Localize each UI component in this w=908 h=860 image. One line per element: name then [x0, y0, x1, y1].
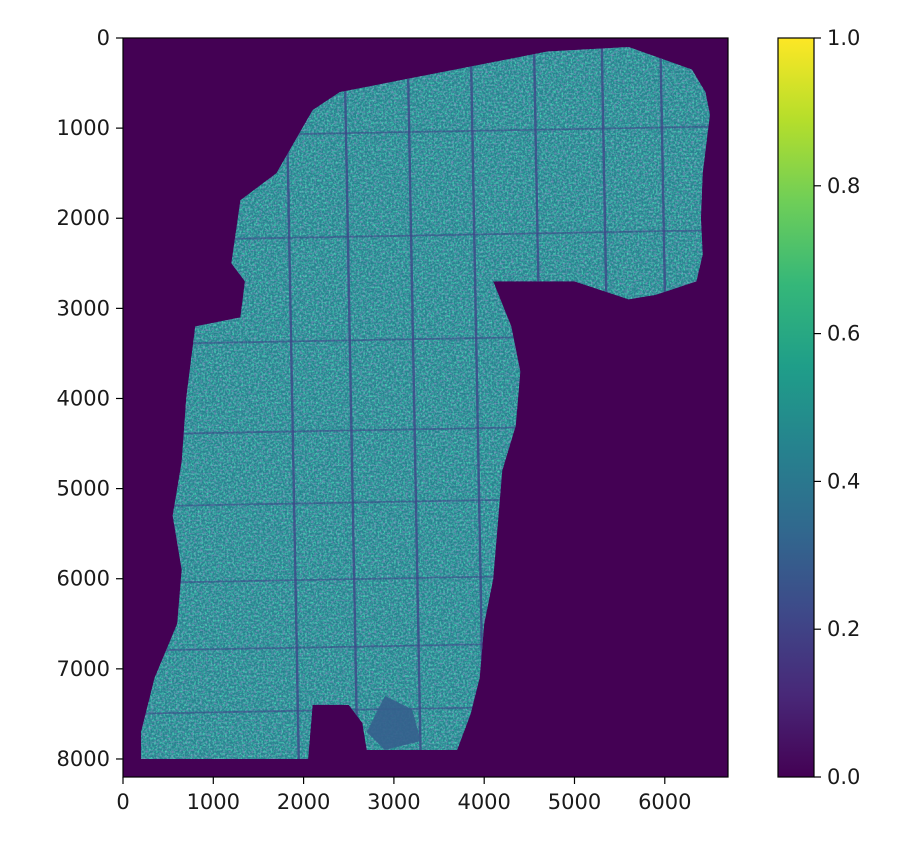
colorbar-tick-label: 0.6: [827, 322, 860, 346]
y-tick-label: 5000: [57, 477, 110, 501]
y-tick-label: 1000: [57, 116, 110, 140]
vertical-streak: [343, 47, 359, 759]
colorbar: 0.0 0.2 0.4 0.6 0.8 1.0: [777, 26, 860, 789]
plot-frame: [122, 37, 729, 778]
y-tick-label: 6000: [57, 567, 110, 591]
y-tick-label: 3000: [57, 296, 110, 320]
colorbar-tick-label: 1.0: [827, 26, 860, 50]
colorbar-tick-label: 0.2: [827, 617, 860, 641]
y-tick-label: 8000: [57, 747, 110, 771]
y-axis: 0 1000 2000 3000 4000 5000 6000 7000 8000: [57, 26, 123, 771]
y-tick-label: 2000: [57, 206, 110, 230]
region-notch: [366, 695, 421, 750]
vertical-streak: [406, 47, 423, 759]
y-tick-label: 4000: [57, 386, 110, 410]
x-tick-label: 3000: [367, 790, 420, 814]
x-tick-label: 2000: [277, 790, 330, 814]
x-tick-label: 1000: [187, 790, 240, 814]
vertical-streak: [284, 47, 301, 759]
x-tick-label: 4000: [457, 790, 510, 814]
x-tick-label: 5000: [548, 790, 601, 814]
colorbar-tick-label: 0.4: [827, 469, 860, 493]
x-tick-label: 0: [116, 790, 129, 814]
heatmap-plot: 0 1000 2000 3000 4000 5000 6000 0 1000 2000 3000 4…: [57, 26, 729, 814]
colorbar-gradient: [777, 37, 815, 778]
y-tick-label: 7000: [57, 657, 110, 681]
colorbar-tick-label: 0.8: [827, 174, 860, 198]
y-tick-label: 0: [97, 26, 110, 50]
colorbar-tick-label: 0.0: [827, 765, 860, 789]
x-axis: 0 1000 2000 3000 4000 5000 6000: [116, 777, 692, 814]
colorbar-axis: 0.0 0.2 0.4 0.6 0.8 1.0: [814, 26, 860, 789]
x-tick-label: 6000: [638, 790, 691, 814]
